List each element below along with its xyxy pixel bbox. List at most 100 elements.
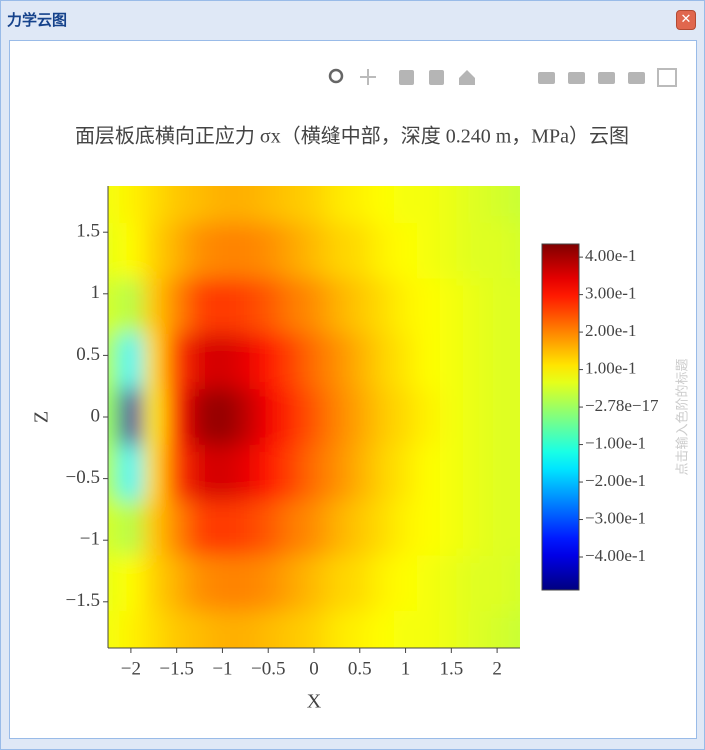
contour-cell xyxy=(325,500,349,557)
contour-cell xyxy=(119,555,143,612)
camera-icon[interactable] xyxy=(538,72,555,84)
contour-cell xyxy=(394,186,418,224)
contour-cell xyxy=(439,611,464,648)
contour-cell xyxy=(211,611,235,648)
contour-cell xyxy=(302,555,326,612)
colorbar-title[interactable]: 点击输入色阶的标题 xyxy=(675,358,691,475)
contour-cell xyxy=(394,500,418,557)
contour-cell xyxy=(119,389,143,446)
zoom-out-icon[interactable] xyxy=(429,70,444,85)
contour-cell xyxy=(279,222,304,279)
contour-cell xyxy=(302,389,326,446)
contour-cell xyxy=(462,333,487,390)
contour-cell xyxy=(394,444,418,501)
toolbar xyxy=(328,68,677,87)
fullscreen-icon[interactable] xyxy=(657,68,677,87)
contour-cell xyxy=(279,186,304,224)
camera-icon[interactable] xyxy=(628,72,645,84)
contour-cell xyxy=(325,186,349,224)
contour-cell xyxy=(165,389,189,446)
contour-cell xyxy=(348,444,372,501)
contour-cell xyxy=(325,278,349,335)
contour-cell xyxy=(233,444,258,501)
contour-cell xyxy=(371,333,395,390)
x-tick-label: 1.5 xyxy=(439,658,463,679)
contour-cell xyxy=(233,278,258,335)
contour-cell xyxy=(485,222,510,279)
contour-cell xyxy=(165,222,189,279)
contour-cell xyxy=(439,278,464,335)
contour-cell xyxy=(439,389,464,446)
contour-cell xyxy=(302,611,326,648)
contour-cell xyxy=(142,555,166,612)
contour-cell xyxy=(108,222,120,279)
contour-cell xyxy=(417,278,441,335)
contour-cell xyxy=(211,555,235,612)
contour-cell xyxy=(279,333,304,390)
contour-cell xyxy=(279,611,304,648)
contour-cell xyxy=(233,611,258,648)
contour-cell xyxy=(233,500,258,557)
zoom-in-icon[interactable] xyxy=(399,70,414,85)
colorbar-tick-label: −1.00e-1 xyxy=(585,433,646,452)
contour-cell xyxy=(371,389,395,446)
contour-cell xyxy=(439,333,464,390)
contour-cell xyxy=(394,611,418,648)
contour-cell xyxy=(417,333,441,390)
contour-cell xyxy=(417,500,441,557)
contour-cell xyxy=(302,333,326,390)
contour-cell xyxy=(462,278,487,335)
contour-cell xyxy=(325,611,349,648)
camera-icon[interactable] xyxy=(598,72,615,84)
contour-cell xyxy=(417,555,441,612)
contour-cell xyxy=(439,555,464,612)
contour-cell xyxy=(348,611,372,648)
contour-cell xyxy=(348,186,372,224)
contour-cell xyxy=(256,186,281,224)
contour-cell xyxy=(256,555,281,612)
contour-cell xyxy=(279,389,304,446)
contour-cell xyxy=(188,278,212,335)
contour-cell xyxy=(325,444,349,501)
y-tick-label: −1.5 xyxy=(66,590,100,611)
contour-cell xyxy=(508,555,520,612)
contour-cell xyxy=(371,500,395,557)
contour-cell xyxy=(508,500,520,557)
contour-cell xyxy=(348,500,372,557)
contour-cell xyxy=(165,500,189,557)
contour-cell xyxy=(188,389,212,446)
colorbar-tick-label: 4.00e-1 xyxy=(585,246,636,265)
contour-cell xyxy=(165,555,189,612)
contour-cell xyxy=(302,500,326,557)
y-tick-label: 0 xyxy=(91,405,101,426)
contour-cell xyxy=(394,333,418,390)
contour-cell xyxy=(233,222,258,279)
contour-cell xyxy=(256,444,281,501)
contour-cell xyxy=(302,444,326,501)
title-bar: 力学云图 ✕ xyxy=(1,1,704,37)
pan-icon[interactable] xyxy=(360,69,376,85)
contour-cell xyxy=(371,555,395,612)
contour-cell xyxy=(371,186,395,224)
y-axis-label: Z xyxy=(31,411,53,423)
contour-cell xyxy=(508,444,520,501)
contour-cell xyxy=(394,389,418,446)
camera-icon[interactable] xyxy=(568,72,585,84)
contour-cell xyxy=(348,278,372,335)
colorbar-tick-label: −4.00e-1 xyxy=(585,546,646,565)
contour-cell xyxy=(325,555,349,612)
contour-cell xyxy=(439,222,464,279)
x-tick-label: −0.5 xyxy=(251,658,285,679)
contour-cell xyxy=(279,555,304,612)
contour-cell xyxy=(508,333,520,390)
contour-cell xyxy=(119,444,143,501)
contour-cell xyxy=(165,278,189,335)
contour-cell xyxy=(188,500,212,557)
contour-cell xyxy=(108,444,120,501)
contour-cell xyxy=(256,222,281,279)
contour-cell xyxy=(211,444,235,501)
close-button[interactable]: ✕ xyxy=(676,10,696,30)
zoom-icon[interactable] xyxy=(328,68,344,84)
contour-cell xyxy=(119,333,143,390)
home-icon[interactable] xyxy=(459,70,475,85)
